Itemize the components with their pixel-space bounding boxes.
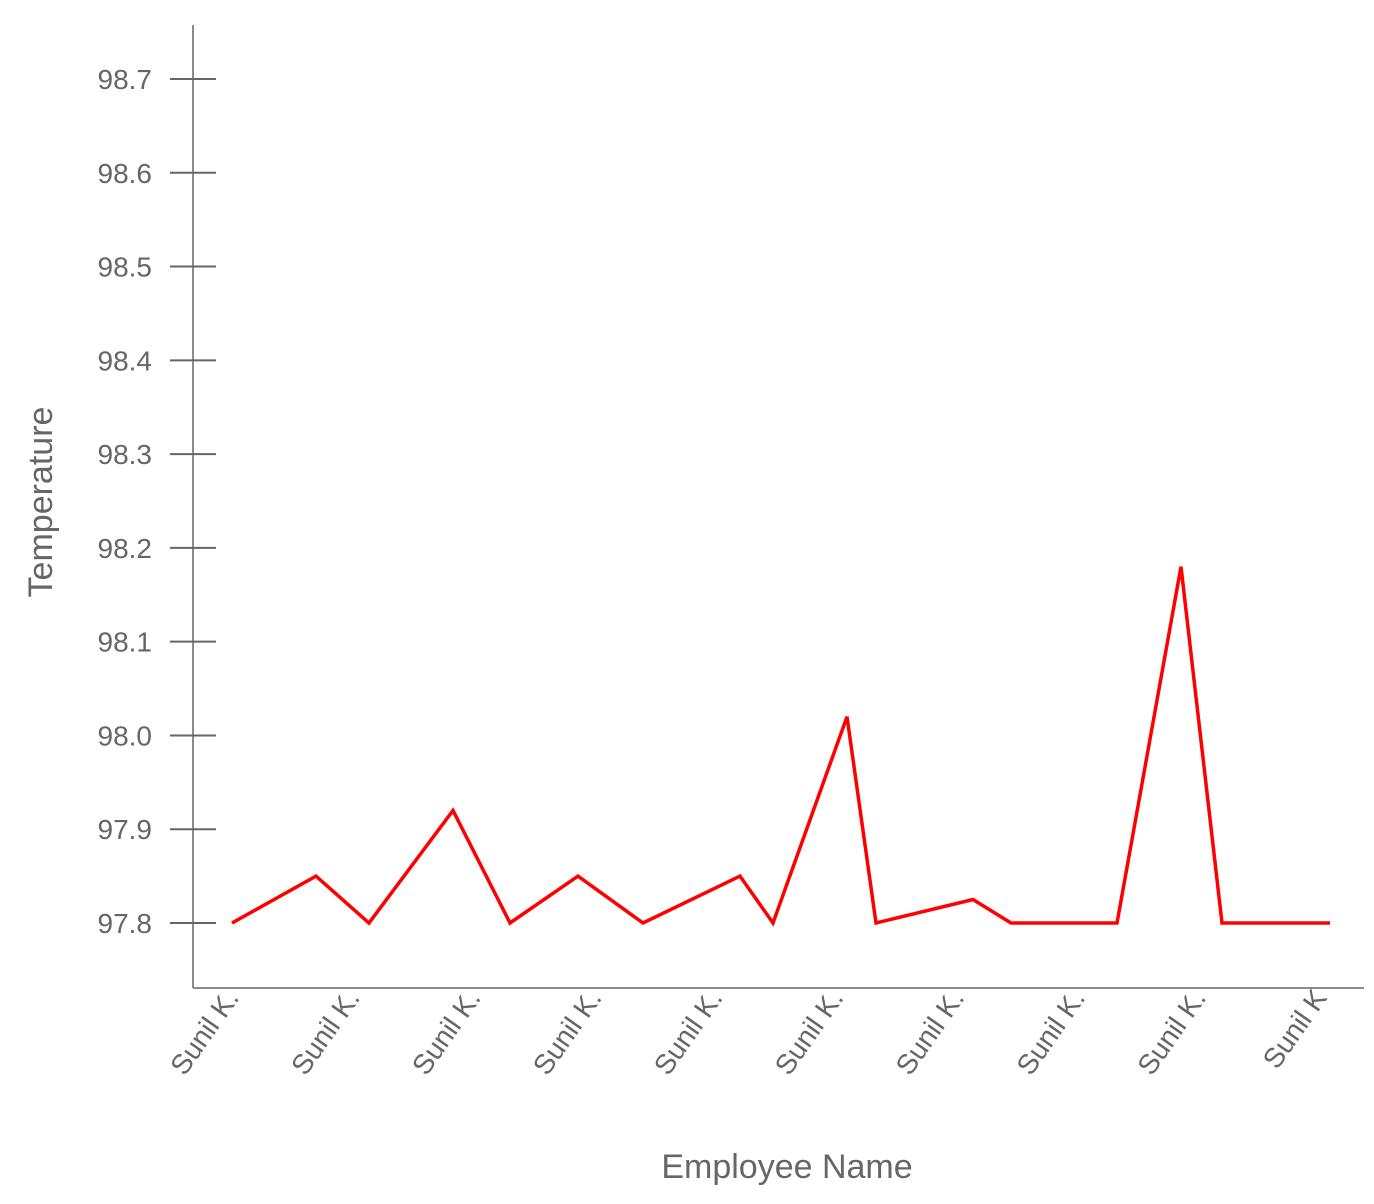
series-line (231, 566, 1330, 927)
y-tick-label: 97.9 (98, 814, 153, 845)
y-tick-label: 98.1 (98, 627, 153, 658)
y-axis-ticks: 97.8 97.9 98.0 98.1 98.2 98.3 98.4 98.5 98.6 98.7 (98, 64, 216, 939)
x-tick-label: Sunil K. (769, 984, 850, 1081)
x-axis-title: Employee Name (661, 1148, 912, 1186)
x-tick-label: Sunil K. (1131, 984, 1212, 1081)
y-tick-label: 98.2 (98, 533, 153, 564)
x-tick-label: Sunil K. (890, 984, 971, 1081)
series-group (231, 566, 1331, 927)
x-tick-label: Sunil K. (1010, 984, 1091, 1081)
y-tick-label: 97.8 (98, 908, 153, 939)
y-tick-label: 98.6 (98, 158, 153, 189)
x-tick-label: Sunil K. (406, 984, 487, 1081)
x-tick-label: Sunil K (1257, 983, 1333, 1074)
x-tick-label: Sunil K. (648, 984, 729, 1081)
x-tick-label: Sunil K. (527, 984, 608, 1081)
y-tick-label: 98.0 (98, 720, 153, 751)
x-axis-ticks: Sunil K. Sunil K. Sunil K. Sunil K. Sunil K.… (164, 983, 1333, 1080)
y-tick-label: 98.3 (98, 439, 153, 470)
y-tick-label: 98.7 (98, 64, 153, 95)
x-tick-label: Sunil K. (164, 984, 245, 1081)
y-tick-label: 98.4 (98, 345, 153, 376)
y-axis-title: Temperature (22, 407, 60, 598)
y-tick-label: 98.5 (98, 252, 153, 283)
x-tick-label: Sunil K. (285, 984, 366, 1081)
